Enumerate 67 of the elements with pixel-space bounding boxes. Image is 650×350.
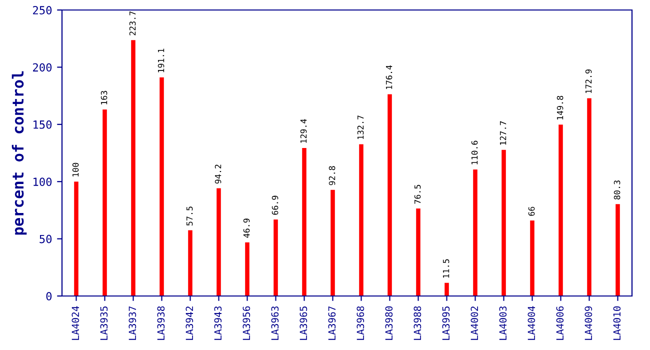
data-label: 163 xyxy=(100,90,108,104)
data-label: 92.8 xyxy=(328,166,336,186)
x-tick-label: LA3965 xyxy=(300,306,308,340)
y-tick-label: 200 xyxy=(33,63,52,72)
x-tick-label: LA4003 xyxy=(499,306,507,340)
bar xyxy=(102,110,107,296)
bar xyxy=(330,190,335,296)
x-tick-label: LA4006 xyxy=(556,306,564,340)
bar xyxy=(245,242,250,296)
data-label: 149.8 xyxy=(556,96,564,120)
x-tick-label: LA4004 xyxy=(528,306,536,340)
x-tick-label: LA4024 xyxy=(72,306,80,340)
data-label: 172.9 xyxy=(585,70,592,94)
x-tick-label: LA3988 xyxy=(414,306,422,340)
data-label: 129.4 xyxy=(300,119,307,143)
data-label: 100 xyxy=(72,162,79,176)
y-tick-label: 100 xyxy=(34,178,52,186)
bar xyxy=(587,98,592,296)
data-label: 66.9 xyxy=(272,196,278,215)
x-tick-label: LA3995 xyxy=(442,306,450,340)
bar xyxy=(216,188,221,296)
data-label: 223.7 xyxy=(129,11,136,36)
bar xyxy=(188,230,192,296)
y-tick-label: 50 xyxy=(40,234,52,244)
y-tick-label: 250 xyxy=(33,6,52,14)
bar xyxy=(416,208,420,296)
bar xyxy=(274,219,278,296)
data-label: 176.4 xyxy=(386,65,392,90)
data-label: 94.2 xyxy=(214,164,222,184)
data-label: 66 xyxy=(528,206,535,216)
bar xyxy=(388,94,392,296)
bar xyxy=(302,148,306,296)
x-tick-label: LA3937 xyxy=(128,306,136,340)
x-tick-label: LA3967 xyxy=(328,306,336,340)
data-label: 127.7 xyxy=(500,121,506,145)
x-tick-label: LA3968 xyxy=(356,306,364,340)
data-label: 57.5 xyxy=(186,206,193,226)
data-label: 110.6 xyxy=(471,140,478,164)
x-tick-label: LA3963 xyxy=(271,306,279,340)
bar xyxy=(74,182,78,296)
bar xyxy=(131,40,136,296)
x-tick-label: LA4010 xyxy=(613,306,621,340)
y-axis-title: percent of control xyxy=(12,71,27,235)
bar xyxy=(160,77,164,296)
x-tick-label: LA4009 xyxy=(584,306,592,340)
bar xyxy=(616,204,620,296)
x-tick-label: LA3938 xyxy=(157,306,165,340)
x-tick-label: LA3942 xyxy=(186,306,194,340)
y-tick-label: 0 xyxy=(46,292,52,300)
x-tick-label: LA3943 xyxy=(214,306,222,340)
bar xyxy=(359,144,364,296)
y-tick-label: 150 xyxy=(34,120,52,129)
data-label: 132.7 xyxy=(357,116,364,140)
x-tick-label: LA4002 xyxy=(470,306,478,340)
x-tick-label: LA3980 xyxy=(385,306,393,340)
data-label: 80.3 xyxy=(614,180,620,200)
data-label: 191.1 xyxy=(158,48,164,72)
bar xyxy=(444,282,449,296)
data-label: 76.5 xyxy=(414,184,421,204)
bar xyxy=(558,124,563,296)
data-label: 46.9 xyxy=(243,218,250,238)
bar xyxy=(502,150,506,296)
x-tick-label: LA3956 xyxy=(242,306,250,340)
data-label: 11.5 xyxy=(442,259,450,278)
x-tick-label: LA3935 xyxy=(100,306,108,340)
bar xyxy=(473,169,478,296)
bar xyxy=(530,220,534,296)
